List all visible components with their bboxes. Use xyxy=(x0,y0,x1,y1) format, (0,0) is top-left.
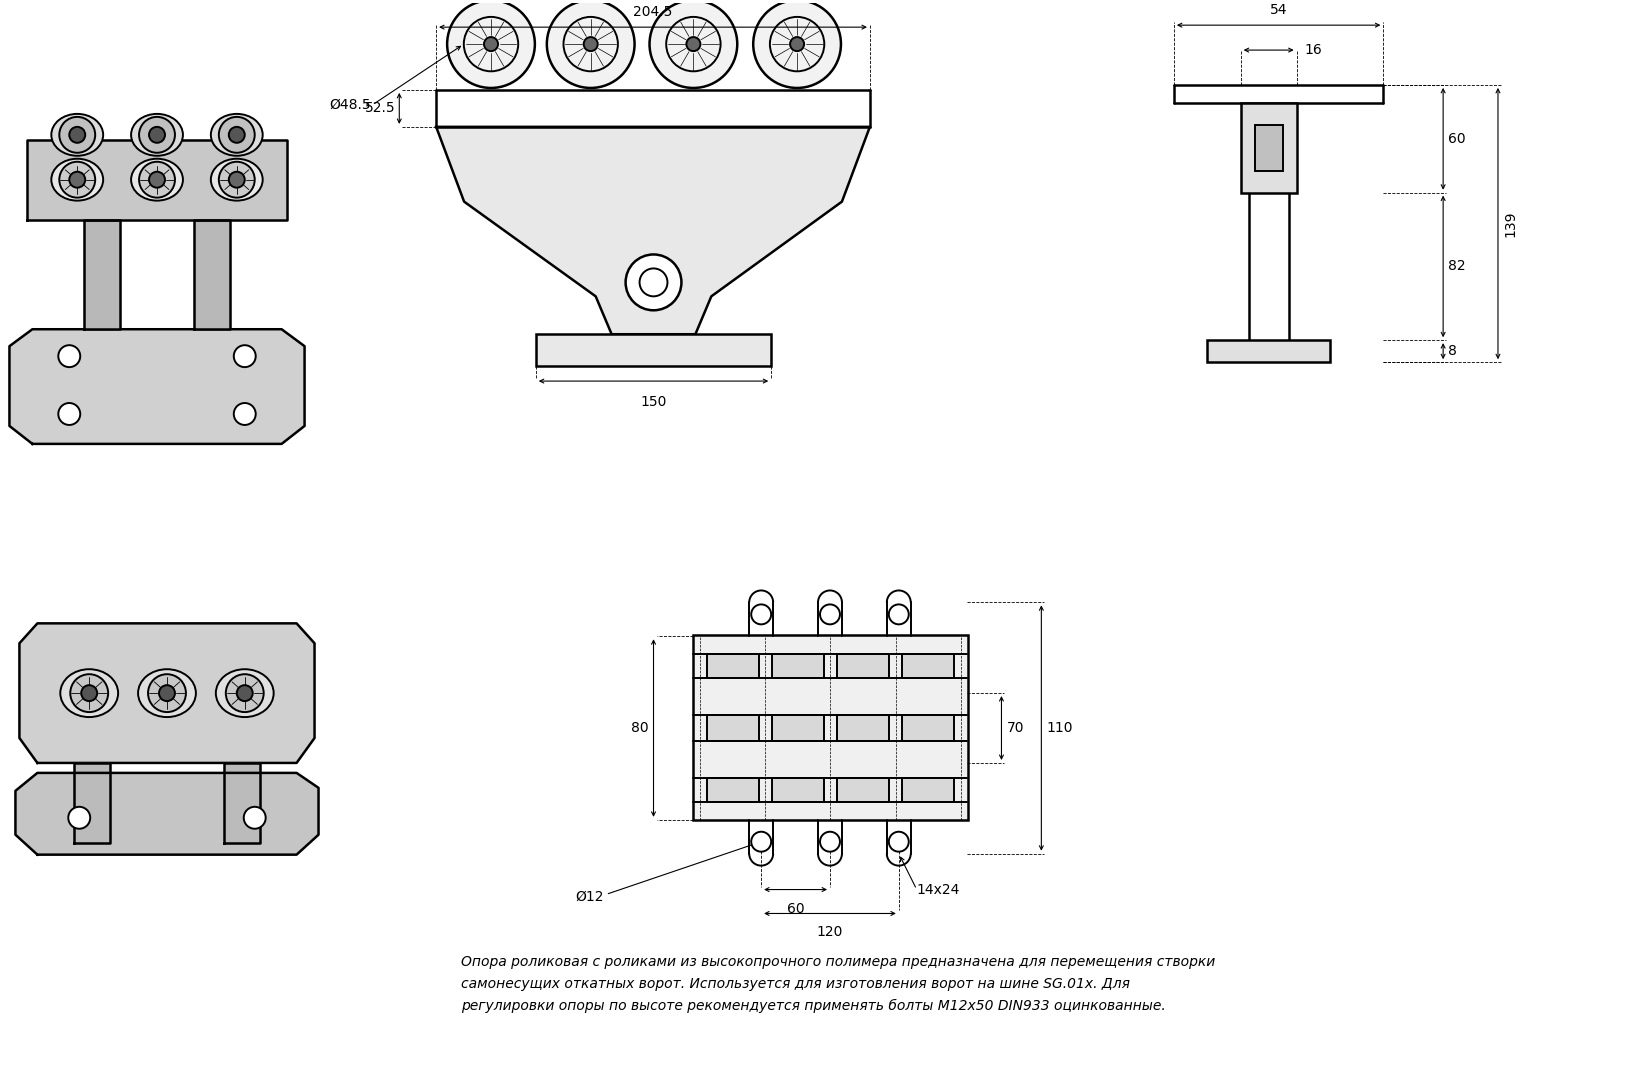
Ellipse shape xyxy=(51,159,104,200)
Circle shape xyxy=(244,807,265,829)
Circle shape xyxy=(69,126,86,143)
Polygon shape xyxy=(20,623,315,763)
Bar xyxy=(771,778,824,802)
Circle shape xyxy=(81,685,97,701)
Circle shape xyxy=(59,162,96,197)
Circle shape xyxy=(821,832,840,851)
Circle shape xyxy=(234,403,255,425)
Circle shape xyxy=(59,117,96,153)
Polygon shape xyxy=(194,220,229,329)
Polygon shape xyxy=(437,126,870,334)
Text: Ø48.5: Ø48.5 xyxy=(330,98,371,111)
Circle shape xyxy=(234,345,255,367)
Circle shape xyxy=(138,162,175,197)
Circle shape xyxy=(583,38,598,51)
Circle shape xyxy=(237,685,252,701)
Circle shape xyxy=(148,674,186,712)
Circle shape xyxy=(547,0,634,88)
Circle shape xyxy=(229,172,246,188)
Polygon shape xyxy=(84,220,120,329)
Text: 110: 110 xyxy=(1046,721,1073,735)
Circle shape xyxy=(447,0,536,88)
Bar xyxy=(837,715,888,741)
Bar xyxy=(771,654,824,679)
Ellipse shape xyxy=(211,114,262,155)
Circle shape xyxy=(226,674,264,712)
Bar xyxy=(707,654,758,679)
Text: 52.5: 52.5 xyxy=(364,102,396,116)
Bar xyxy=(1241,103,1297,193)
Text: 120: 120 xyxy=(817,925,844,939)
Circle shape xyxy=(148,126,165,143)
Bar xyxy=(1254,124,1282,170)
Bar xyxy=(903,654,954,679)
Circle shape xyxy=(686,38,700,51)
Circle shape xyxy=(751,605,771,624)
Circle shape xyxy=(69,172,86,188)
Circle shape xyxy=(219,117,255,153)
Bar xyxy=(771,715,824,741)
Polygon shape xyxy=(10,329,305,444)
Text: 14x24: 14x24 xyxy=(916,882,961,896)
Circle shape xyxy=(58,345,81,367)
Bar xyxy=(903,778,954,802)
Bar xyxy=(1206,340,1330,362)
Bar xyxy=(837,778,888,802)
Circle shape xyxy=(485,38,498,51)
Text: 82: 82 xyxy=(1449,259,1465,273)
Circle shape xyxy=(229,126,246,143)
Text: самонесущих откатных ворот. Используется для изготовления ворот на шине SG.01x. : самонесущих откатных ворот. Используется… xyxy=(461,978,1131,992)
Circle shape xyxy=(219,162,255,197)
Polygon shape xyxy=(15,773,318,854)
Bar xyxy=(837,654,888,679)
Text: 60: 60 xyxy=(786,902,804,915)
Text: 54: 54 xyxy=(1271,3,1287,17)
Text: 204.5: 204.5 xyxy=(633,5,672,19)
Text: 80: 80 xyxy=(631,721,649,735)
Text: регулировки опоры по высоте рекомендуется применять болты M12x50 DIN933 оцинкова: регулировки опоры по высоте рекомендуетс… xyxy=(461,999,1165,1013)
Bar xyxy=(694,636,967,820)
Circle shape xyxy=(753,0,840,88)
Circle shape xyxy=(58,403,81,425)
Circle shape xyxy=(888,832,908,851)
Text: 8: 8 xyxy=(1449,344,1457,358)
Bar xyxy=(707,715,758,741)
Circle shape xyxy=(68,807,91,829)
Circle shape xyxy=(71,674,109,712)
Ellipse shape xyxy=(51,114,104,155)
Circle shape xyxy=(821,605,840,624)
Text: 150: 150 xyxy=(641,396,667,410)
Circle shape xyxy=(751,832,771,851)
Circle shape xyxy=(888,605,908,624)
Bar xyxy=(903,715,954,741)
Text: 16: 16 xyxy=(1305,43,1322,57)
Circle shape xyxy=(626,254,681,310)
Ellipse shape xyxy=(138,669,196,717)
Bar xyxy=(536,334,771,367)
Polygon shape xyxy=(74,763,110,843)
Text: Опора роликовая с роликами из высокопрочного полимера предназначена для перемеще: Опора роликовая с роликами из высокопроч… xyxy=(461,955,1215,969)
Circle shape xyxy=(148,172,165,188)
Text: 60: 60 xyxy=(1449,132,1465,146)
Polygon shape xyxy=(224,763,260,843)
Ellipse shape xyxy=(211,159,262,200)
Text: Ø12: Ø12 xyxy=(575,890,603,904)
Ellipse shape xyxy=(132,114,183,155)
Text: 139: 139 xyxy=(1503,210,1516,237)
Circle shape xyxy=(649,0,737,88)
Circle shape xyxy=(789,38,804,51)
Circle shape xyxy=(138,117,175,153)
Ellipse shape xyxy=(216,669,274,717)
Bar xyxy=(707,778,758,802)
Ellipse shape xyxy=(61,669,119,717)
Circle shape xyxy=(158,685,175,701)
Text: 70: 70 xyxy=(1007,721,1023,735)
Polygon shape xyxy=(28,139,287,220)
Ellipse shape xyxy=(132,159,183,200)
